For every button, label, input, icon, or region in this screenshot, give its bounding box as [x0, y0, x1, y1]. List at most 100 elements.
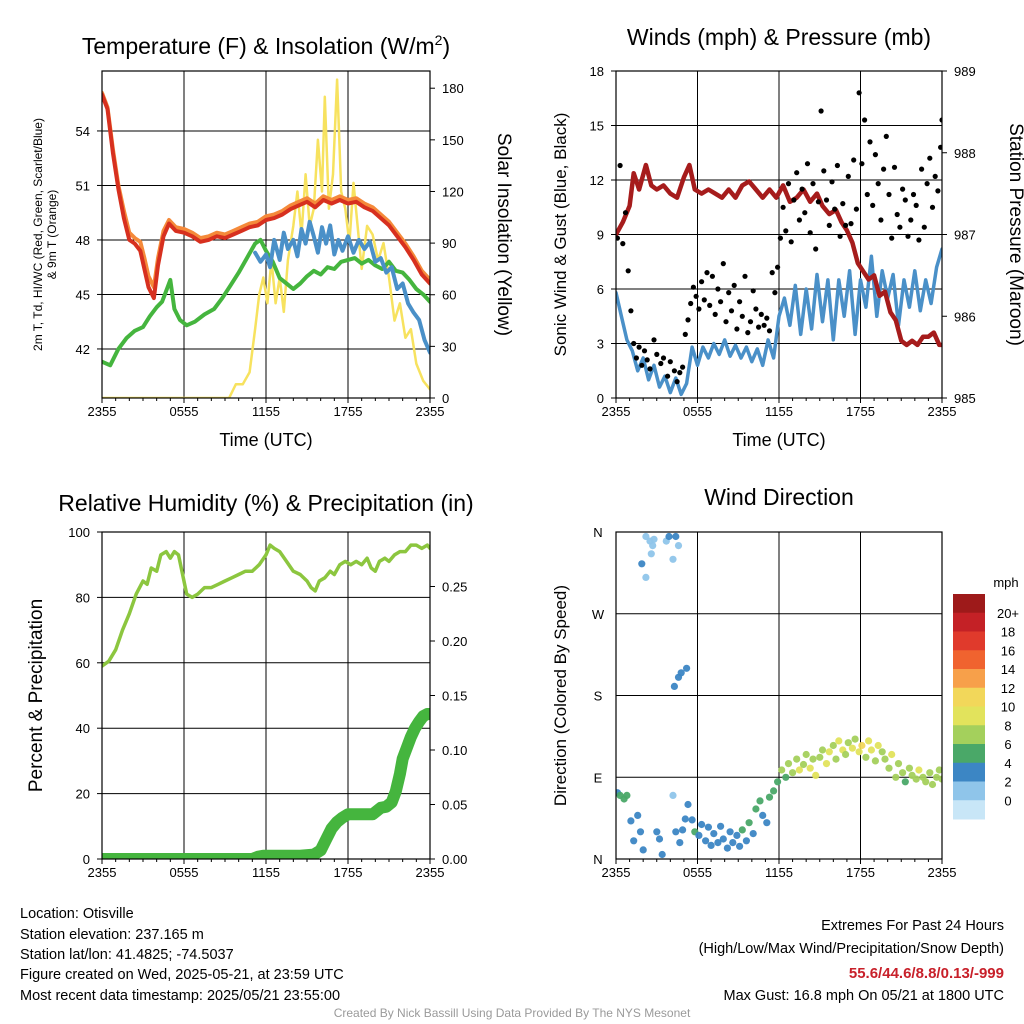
colorbar-label: 4 — [1004, 756, 1011, 771]
gust-point — [919, 166, 925, 172]
x-tick-label: 1755 — [846, 865, 875, 880]
colorbar-title: mph — [993, 575, 1018, 590]
direction-point — [784, 760, 793, 768]
y-tick-label: W — [592, 607, 605, 622]
gust-point — [616, 235, 620, 241]
chart-title: Wind Direction — [704, 484, 854, 510]
x-axis-label: Time (UTC) — [219, 430, 312, 450]
gust-point — [856, 90, 862, 96]
y2-tick-label: 150 — [442, 133, 464, 148]
direction-point — [901, 778, 909, 786]
gust-point — [851, 157, 857, 163]
gust-point — [780, 204, 786, 210]
gust-point — [769, 270, 775, 276]
gust-point — [815, 199, 822, 205]
recent-timestamp: Most recent data timestamp: 2025/05/21 2… — [20, 988, 341, 1004]
gust-point — [745, 330, 751, 336]
extremes-title: Extremes For Past 24 Hours — [821, 918, 1004, 934]
direction-point — [888, 750, 896, 759]
series-line-1 — [102, 237, 430, 368]
direction-point — [655, 835, 664, 843]
gust-point — [929, 204, 936, 210]
gust-point — [699, 279, 705, 285]
y-tick-label: N — [593, 525, 602, 540]
y2-tick-label: 987 — [954, 228, 976, 243]
plot-frame — [615, 531, 943, 860]
direction-point — [653, 828, 661, 836]
gust-point — [794, 170, 800, 176]
direction-point — [627, 817, 635, 825]
gust-point — [785, 181, 792, 187]
y-tick-label: 48 — [76, 233, 90, 248]
gust-point — [939, 117, 942, 123]
y2-axis-label: Solar Insolation (Yellow) — [493, 133, 514, 336]
gust-point — [726, 290, 732, 296]
colorbar-label: 12 — [1001, 681, 1015, 696]
direction-point — [736, 842, 744, 850]
gust-point — [908, 217, 914, 223]
x-tick-label: 2355 — [602, 865, 631, 880]
direction-point — [793, 755, 801, 763]
gust-point — [709, 273, 716, 279]
gust-point — [658, 360, 664, 367]
y-tick-label: 54 — [76, 124, 90, 139]
gust-point — [791, 197, 797, 203]
y2-tick-label: 180 — [442, 81, 464, 96]
direction-point — [638, 560, 646, 568]
gust-point — [622, 210, 629, 216]
direction-point — [878, 748, 886, 756]
direction-point — [855, 748, 863, 756]
direction-point — [842, 750, 850, 759]
max-gust: Max Gust: 16.8 mph On 05/21 at 1800 UTC — [723, 988, 1004, 1004]
y-tick-label: 42 — [76, 342, 90, 357]
direction-point — [802, 750, 810, 759]
gust-point — [823, 197, 830, 203]
direction-point — [672, 532, 680, 541]
gust-point — [802, 210, 808, 216]
direction-point — [677, 669, 685, 677]
gust-point — [750, 288, 756, 294]
gust-point — [883, 133, 889, 139]
gust-point — [680, 364, 686, 370]
direction-point — [816, 753, 824, 761]
y2-tick-label: 0.10 — [442, 743, 467, 758]
y-axis-label: Direction (Colored By Speed) — [551, 585, 570, 806]
gust-point — [772, 290, 778, 296]
direction-point — [774, 778, 782, 786]
gust-point — [859, 161, 865, 167]
gust-point — [712, 311, 718, 317]
gust-point — [665, 373, 671, 379]
gust-point — [660, 355, 667, 361]
direction-point — [789, 769, 797, 777]
gust-point — [674, 379, 680, 385]
gust-point — [900, 186, 906, 192]
y-tick-label: E — [594, 770, 603, 785]
plot-area — [102, 543, 430, 859]
series-line-3 — [102, 90, 430, 290]
gust-point — [886, 191, 892, 198]
x-tick-label: 1155 — [252, 865, 280, 880]
direction-point — [695, 831, 703, 840]
gust-point — [862, 117, 868, 123]
y2-tick-label: 988 — [954, 146, 976, 161]
direction-point — [733, 831, 741, 840]
y-tick-label: 9 — [597, 228, 604, 243]
colorbar-swatch — [953, 631, 985, 651]
x-tick-label: 0555 — [683, 404, 712, 419]
gust-point — [924, 181, 930, 187]
chart-title: Temperature (F) & Insolation (W/m2) — [82, 32, 450, 59]
direction-point — [885, 764, 893, 772]
direction-point — [871, 757, 880, 765]
gust-point — [843, 222, 849, 228]
gust-point — [872, 152, 879, 158]
gust-point — [902, 197, 908, 203]
y-tick-label: 20 — [76, 787, 90, 802]
direction-point — [812, 771, 820, 780]
colorbar-label: 20+ — [997, 606, 1019, 621]
gust-point — [766, 328, 773, 334]
direction-point — [915, 766, 923, 774]
direction-point — [899, 769, 907, 777]
gust-point — [739, 313, 745, 319]
x-tick-label: 1755 — [334, 404, 363, 419]
direction-point — [658, 850, 666, 859]
